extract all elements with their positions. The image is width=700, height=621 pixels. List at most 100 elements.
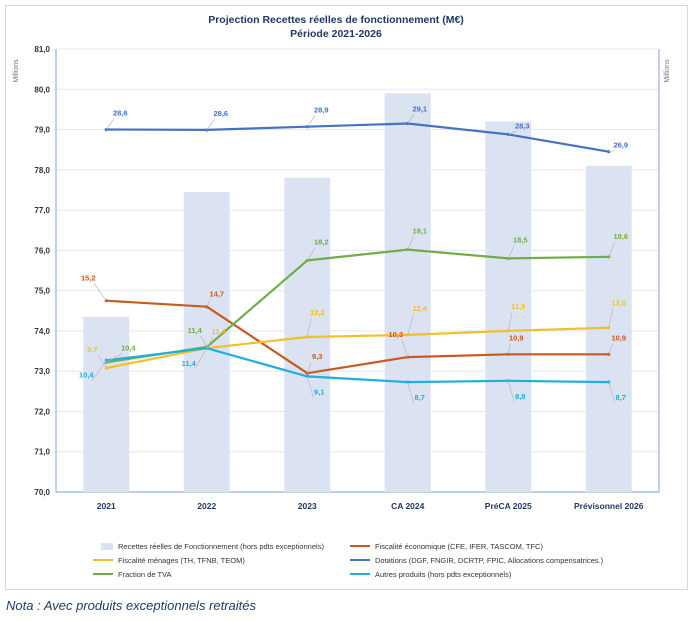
data-label-leader <box>306 247 316 261</box>
data-label-2-4: 28,3 <box>515 121 530 130</box>
data-label-4-3: 8,7 <box>415 393 425 402</box>
bar-recettes-3 <box>384 93 431 493</box>
bar-recettes-2 <box>284 177 331 492</box>
y-tick-label: 75,0 <box>34 287 50 296</box>
y-tick-label: 77,0 <box>34 206 50 215</box>
series-point-2-4 <box>506 132 510 136</box>
data-label-leader <box>407 381 415 404</box>
data-label-3-0: 10,4 <box>121 343 136 352</box>
data-label-leader <box>507 245 515 259</box>
data-label-leader <box>306 115 316 127</box>
data-label-leader <box>206 118 216 131</box>
x-tick-label: 2023 <box>298 501 317 511</box>
x-tick-label: 2022 <box>197 501 216 511</box>
legend-label-2: Fiscalité ménages (TH, TFNB, TEOM) <box>118 556 245 565</box>
y-tick-label: 78,0 <box>34 166 50 175</box>
data-label-leader <box>401 339 409 358</box>
data-label-leader <box>507 311 513 331</box>
data-label-1-2: 12,2 <box>310 308 325 317</box>
series-line-1 <box>106 326 609 370</box>
series-line-0 <box>106 299 609 375</box>
x-tick-label: CA 2024 <box>391 501 425 511</box>
data-label-3-2: 18,2 <box>314 237 329 246</box>
data-label-leader <box>200 335 208 348</box>
data-label-leader <box>608 241 616 257</box>
y-axis-label: Millions <box>13 59 20 83</box>
y-tick-label: 76,0 <box>34 246 50 255</box>
legend-label-0: Recettes réelles de Fonctionnement (hors… <box>118 542 324 551</box>
data-label-leader <box>97 354 107 369</box>
data-label-0-4: 10,9 <box>509 333 524 342</box>
data-label-leader <box>106 353 123 363</box>
y2-axis-label: Millions <box>664 59 671 83</box>
data-label-leader <box>508 131 517 135</box>
y-tick-label: 80,0 <box>34 85 50 94</box>
data-label-2-5: 26,9 <box>613 141 628 150</box>
y-tick-label: 71,0 <box>34 448 50 457</box>
data-label-leader <box>407 114 415 124</box>
data-label-0-0: 15,2 <box>81 274 96 283</box>
data-label-1-3: 12,4 <box>412 304 427 313</box>
data-label-leader <box>608 381 616 404</box>
data-label-3-1: 11,4 <box>188 326 203 335</box>
data-label-4-4: 8,8 <box>515 392 525 401</box>
y-tick-label: 79,0 <box>34 126 50 135</box>
data-label-leader <box>407 236 415 250</box>
data-label-0-2: 9,3 <box>312 352 322 361</box>
data-label-leader <box>608 343 614 355</box>
data-label-leader <box>608 150 615 153</box>
data-label-1-5: 12,0 <box>611 299 626 308</box>
bar-recettes-4 <box>485 121 532 492</box>
y-tick-label: 72,0 <box>34 407 50 416</box>
data-label-4-5: 8,7 <box>616 393 626 402</box>
data-label-2-3: 29,1 <box>412 105 427 114</box>
series-line-4 <box>106 347 609 384</box>
data-label-2-1: 28,6 <box>213 109 228 118</box>
series-line-2 <box>106 122 609 153</box>
legend-label-3: Dotations (DGF, FNGIR, DCRTP, FPIC, Allo… <box>375 556 604 565</box>
bar-recettes-1 <box>183 191 230 492</box>
chart-frame: Projection Recettes réelles de fonctionn… <box>5 5 688 590</box>
x-tick-label: PréCA 2025 <box>485 501 532 511</box>
data-label-2-2: 28,9 <box>314 106 329 115</box>
data-label-1-1: 11,4 <box>212 327 227 336</box>
data-label-leader <box>93 283 107 301</box>
data-label-leader <box>206 299 212 307</box>
legend-swatch-bar <box>101 543 113 550</box>
data-label-leader <box>194 348 208 370</box>
legend-label-5: Autres produits (hors pdts exceptionnels… <box>375 570 512 579</box>
bar-recettes-0 <box>83 316 130 492</box>
data-label-4-0: 10,4 <box>79 370 94 379</box>
data-label-2-0: 28,6 <box>113 109 128 118</box>
data-label-leader <box>407 313 415 336</box>
data-label-0-3: 10,3 <box>388 330 403 339</box>
data-label-leader <box>507 343 511 355</box>
data-label-1-4: 11,9 <box>511 302 525 311</box>
y-tick-label: 73,0 <box>34 367 50 376</box>
footnote: Nota : Avec produits exceptionnels retra… <box>6 598 257 613</box>
data-label-leader <box>306 317 312 338</box>
y-tick-label: 70,0 <box>34 488 50 497</box>
data-label-3-4: 18,5 <box>513 235 528 244</box>
y-tick-label: 81,0 <box>34 45 50 54</box>
data-label-0-5: 10,9 <box>611 333 626 342</box>
x-tick-label: Prévisonnel 2026 <box>574 501 644 511</box>
x-tick-label: 2021 <box>97 501 116 511</box>
data-label-leader <box>507 380 515 402</box>
y-tick-label: 74,0 <box>34 327 50 336</box>
data-label-leader <box>206 337 214 349</box>
data-label-leader <box>91 360 107 381</box>
chart-title: Projection Recettes réelles de fonctionn… <box>208 14 464 26</box>
data-label-4-2: 9,1 <box>314 387 324 396</box>
data-label-3-3: 19,1 <box>412 227 427 236</box>
data-label-leader <box>306 376 314 398</box>
chart: Projection Recettes réelles de fonctionn… <box>13 14 671 579</box>
data-label-leader <box>105 118 115 130</box>
data-label-leader <box>306 362 312 374</box>
data-label-leader <box>608 308 614 328</box>
legend-label-1: Fiscalité économique (CFE, IFER, TASCOM,… <box>375 542 543 551</box>
chart-subtitle: Période 2021-2026 <box>290 28 382 40</box>
data-label-3-5: 18,6 <box>613 232 628 241</box>
data-label-1-0: 9,7 <box>87 345 97 354</box>
data-label-0-1: 14,7 <box>209 290 224 299</box>
